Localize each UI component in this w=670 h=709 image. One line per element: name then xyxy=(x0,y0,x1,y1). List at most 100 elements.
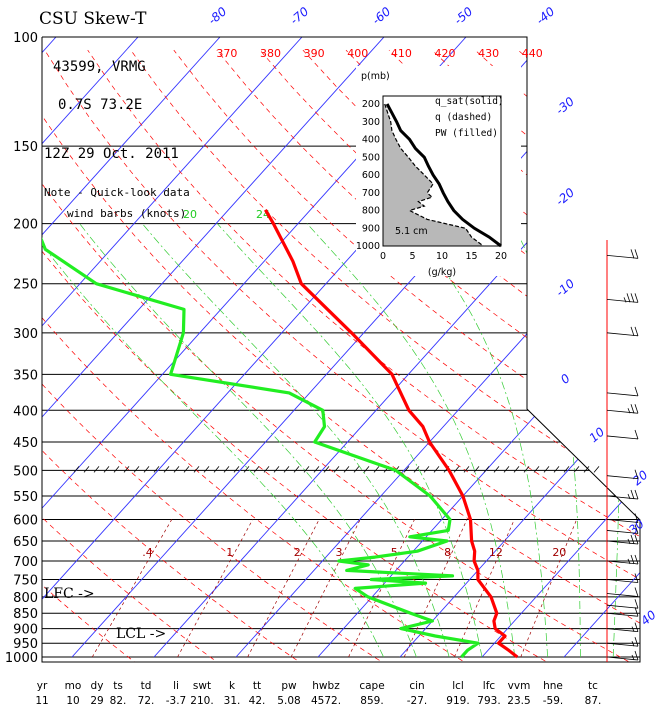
wind-barb xyxy=(606,650,639,661)
moist-adiabat xyxy=(306,223,516,658)
isotherm-line xyxy=(481,37,640,658)
temperature-line xyxy=(264,208,519,659)
freezing-level-hatch xyxy=(413,466,420,473)
freezing-level-hatch xyxy=(203,466,210,473)
freezing-level-hatch xyxy=(183,466,190,473)
wind-barb-flag xyxy=(634,293,639,303)
wind-barb-flag xyxy=(634,554,639,565)
wind-barb-half xyxy=(631,626,635,632)
index-value: 72. xyxy=(138,695,155,707)
wind-barb-staff xyxy=(606,560,639,565)
pressure-tick-label: 850 xyxy=(13,607,38,622)
mixing-ratio-line xyxy=(454,519,515,658)
index-header: li xyxy=(173,680,179,692)
theta-label: 440 xyxy=(522,47,543,60)
dry-adiabat xyxy=(42,49,640,662)
wind-barb xyxy=(606,386,639,397)
wind-barb-flag xyxy=(630,554,635,565)
moist-adiabat xyxy=(512,223,581,657)
wind-barb-flag xyxy=(630,534,635,545)
wind-barb-flag xyxy=(634,650,639,661)
moist-adiabat xyxy=(217,223,483,658)
index-value: -27. xyxy=(407,695,428,707)
isotherm-label: -20 xyxy=(553,185,577,209)
wind-barb-half xyxy=(631,654,635,661)
mixing-ratio-label: 1 xyxy=(226,546,233,559)
pressure-axis: 100 150 200 250 300 350 400 450 500 550 600 650 700 7… xyxy=(5,31,38,666)
index-header: hne xyxy=(543,680,563,692)
wind-barb xyxy=(606,573,639,583)
theta-label: 400 xyxy=(347,47,368,60)
wind-barb-staff xyxy=(606,530,639,534)
pressure-tick-label: 600 xyxy=(13,513,38,528)
moist-adiabat xyxy=(142,223,450,658)
indices-table: yr mo dy ts td li swt k tt pw hwbz cape cin lcl lfc vvm… xyxy=(35,680,601,707)
index-header: vvm xyxy=(508,680,531,692)
index-header: cin xyxy=(409,680,424,692)
index-value: 87. xyxy=(585,695,602,707)
pressure-tick-label: 950 xyxy=(13,637,38,652)
freezing-level-hatch xyxy=(313,466,320,473)
freezing-level-hatch xyxy=(243,466,250,473)
inset-x-label: (g/kg) xyxy=(428,267,456,278)
index-header: yr xyxy=(37,680,48,692)
inset-x-tick: 0 xyxy=(380,251,386,262)
isotherm-label: 10 xyxy=(587,424,608,445)
wind-barb-staff xyxy=(606,435,639,440)
chart-grid xyxy=(42,37,670,670)
wind-barb xyxy=(606,249,639,259)
wind-barb-staff xyxy=(606,332,639,337)
freezing-level-hatch xyxy=(73,466,80,473)
wind-barb-flag xyxy=(630,293,635,303)
isotherm-label: -50 xyxy=(451,4,475,28)
freezing-level-hatch xyxy=(373,466,380,473)
theta-label: 380 xyxy=(260,47,281,60)
wind-barb-staff xyxy=(606,642,639,647)
pressure-tick-label: 150 xyxy=(13,140,38,155)
freezing-level-hatch xyxy=(543,466,550,473)
wind-barb-staff xyxy=(606,604,639,609)
wind-barb-flag xyxy=(630,249,635,259)
isotherm-line xyxy=(646,37,670,657)
pressure-tick-label: 400 xyxy=(13,404,38,419)
inset-legend-item: q_sat(solid) xyxy=(435,96,504,107)
wind-barb-half xyxy=(623,297,627,303)
wind-barb-half xyxy=(627,408,631,414)
wind-barb-flag xyxy=(630,489,635,500)
wind-barb xyxy=(606,293,639,303)
isotherm-label: 40 xyxy=(638,607,659,628)
pw-fill xyxy=(383,104,484,246)
mixing-ratio-line xyxy=(520,519,577,658)
wind-barb xyxy=(606,554,639,565)
isotherm-line xyxy=(42,37,221,658)
dry-adiabat xyxy=(42,49,229,662)
freezing-level-hatch xyxy=(173,466,180,473)
freezing-level-hatch xyxy=(193,466,200,473)
freezing-level-hatch xyxy=(343,466,350,473)
isotherm-line xyxy=(42,37,303,658)
theta-label: 390 xyxy=(304,47,325,60)
wind-barb-flag xyxy=(634,326,639,336)
freezing-level-hatch xyxy=(93,466,100,473)
freezing-level-hatch xyxy=(473,466,480,473)
index-value: -59. xyxy=(543,695,564,707)
index-value: -3.7 xyxy=(166,695,187,707)
wind-barb-flag xyxy=(630,404,635,414)
pressure-tick-label: 350 xyxy=(13,368,38,383)
wind-barb-flag xyxy=(634,249,639,259)
dry-adiabat xyxy=(647,50,670,670)
inset-x-tick: 15 xyxy=(465,251,477,262)
mixing-ratio-line xyxy=(177,519,254,658)
isotherm-line xyxy=(235,37,640,658)
wind-barb-flag xyxy=(634,622,639,632)
mixing-ratio-label: 3 xyxy=(336,546,343,559)
index-header: tt xyxy=(253,680,261,692)
mixing-ratio-label: 2 xyxy=(294,546,301,559)
index-value: 29 xyxy=(90,695,103,707)
pressure-tick-label: 500 xyxy=(13,464,38,479)
wind-barb xyxy=(606,587,639,597)
freezing-level-hatch xyxy=(583,466,590,473)
dry-adiabat xyxy=(42,49,562,662)
wind-barb-flag xyxy=(634,607,639,617)
